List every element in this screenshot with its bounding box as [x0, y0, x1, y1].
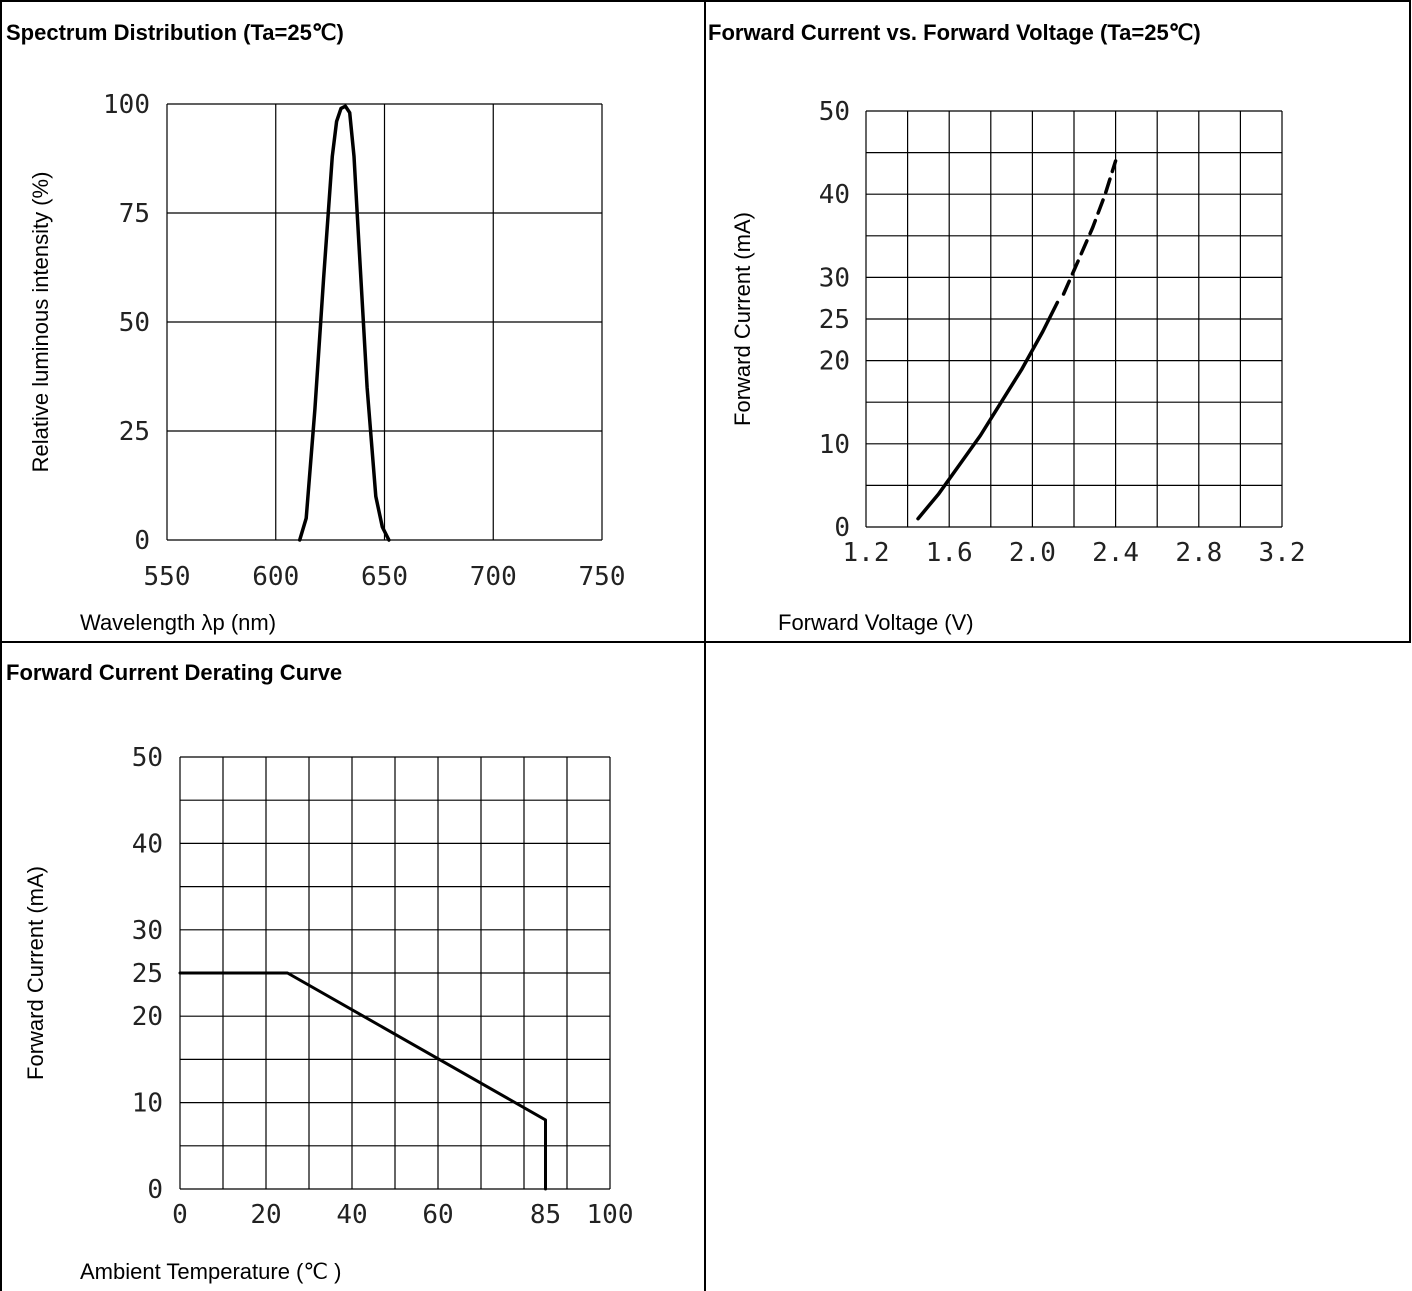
derating-y-tick-label: 10 [132, 1089, 163, 1119]
derating-x-tick-label: 0 [172, 1200, 188, 1230]
spectrum-y-tick-label: 100 [103, 90, 150, 120]
iv-series-line-1 [1061, 159, 1118, 296]
iv-y-tick-label: 40 [819, 180, 850, 210]
derating-x-tick-label: 85 [530, 1200, 561, 1230]
derating-y-tick-label: 0 [147, 1175, 163, 1205]
derating-y-tick-label: 20 [132, 1002, 163, 1032]
iv-series-line-0 [916, 300, 1060, 521]
panel-divider-vertical [704, 0, 706, 1291]
iv-y-tick-label: 10 [819, 430, 850, 460]
derating-y-tick-label: 30 [132, 916, 163, 946]
spectrum-x-tick-label: 600 [252, 562, 299, 592]
iv-x-tick-label: 2.0 [1009, 538, 1056, 568]
spectrum-x-tick-label: 650 [361, 562, 408, 592]
spectrum-y-tick-label: 50 [119, 308, 150, 338]
derating-chart-title: Forward Current Derating Curve [6, 660, 343, 685]
spectrum-y-tick-label: 0 [134, 526, 150, 556]
derating-y-tick-label: 25 [132, 959, 163, 989]
iv-y-tick-label: 20 [819, 347, 850, 377]
iv-x-axis-label: Forward Voltage (V) [778, 610, 974, 635]
iv-x-tick-label: 1.2 [843, 538, 890, 568]
iv-x-tick-label: 2.8 [1175, 538, 1222, 568]
iv-y-tick-label: 0 [834, 513, 850, 543]
iv-chart-title: Forward Current vs. Forward Voltage (Ta=… [708, 20, 1201, 45]
iv-x-tick-label: 2.4 [1092, 538, 1139, 568]
spectrum-x-tick-label: 700 [470, 562, 517, 592]
derating-x-axis-label: Ambient Temperature (℃ ) [80, 1259, 342, 1284]
spectrum-chart: 0 25 50 75 100 550 600 650 700 750 Wavelength λp (… [28, 90, 625, 635]
derating-y-tick-label: 40 [132, 829, 163, 859]
spectrum-chart-title: Spectrum Distribution (Ta=25℃) [6, 20, 344, 45]
derating-x-tick-label: 40 [336, 1200, 367, 1230]
spectrum-series-line-0 [297, 104, 391, 542]
iv-y-tick-label: 25 [819, 305, 850, 335]
derating-x-tick-label: 100 [587, 1200, 634, 1230]
spectrum-x-axis-label: Wavelength λp (nm) [80, 610, 276, 635]
panel-divider-horizontal [0, 641, 1411, 643]
spectrum-y-tick-label: 75 [119, 199, 150, 229]
derating-x-tick-label: 20 [250, 1200, 281, 1230]
iv-y-axis-label: Forward Current (mA) [730, 212, 755, 426]
iv-chart: 0 10 20 25 30 40 50 1.2 1.6 2.0 2.4 2.8 3.2 Forward V… [730, 97, 1305, 635]
panel-border-top [0, 0, 1411, 2]
spectrum-y-tick-label: 25 [119, 417, 150, 447]
derating-series-line-0 [178, 971, 547, 1191]
spectrum-y-axis-label: Relative luminous intensity (%) [28, 172, 53, 473]
derating-y-axis-label: Forward Current (mA) [23, 866, 48, 1080]
panel-border-left [0, 0, 2, 1291]
iv-x-tick-label: 1.6 [926, 538, 973, 568]
panel-border-right-top [1409, 0, 1411, 641]
derating-chart: 0 10 20 25 30 40 50 0 20 40 60 85 100 Ambient Tempera… [23, 743, 633, 1284]
spectrum-x-tick-label: 750 [579, 562, 626, 592]
derating-y-tick-label: 50 [132, 743, 163, 773]
iv-y-tick-label: 30 [819, 263, 850, 293]
iv-y-tick-label: 50 [819, 97, 850, 127]
iv-x-tick-label: 3.2 [1259, 538, 1306, 568]
spectrum-x-tick-label: 550 [144, 562, 191, 592]
derating-x-tick-label: 60 [422, 1200, 453, 1230]
